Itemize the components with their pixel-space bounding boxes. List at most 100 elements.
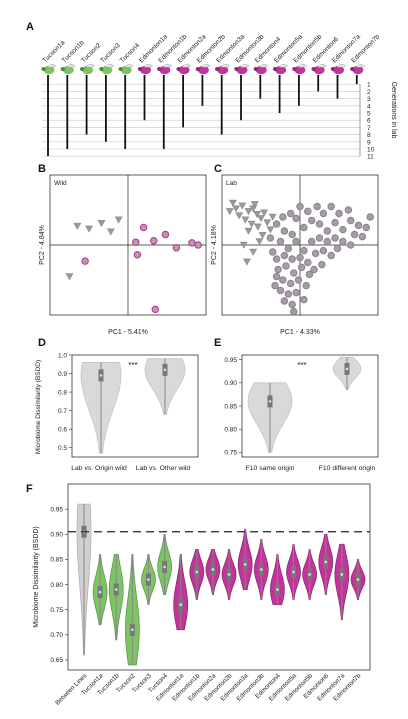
generation-tick-label: 10 [367, 147, 375, 154]
circle-point [307, 216, 316, 225]
circle-point [327, 251, 335, 260]
circle-point [319, 209, 328, 218]
circle-point [310, 265, 318, 274]
circle-point [323, 227, 332, 235]
circle-point [331, 218, 339, 227]
circle-point [132, 238, 140, 246]
circle-point [286, 279, 295, 288]
circle-point [300, 295, 308, 304]
circle-point [133, 251, 142, 259]
circle-point [346, 241, 355, 249]
panel-a-generations: 1234567891011Tucson1aTucson1bTucson2Tucs… [41, 33, 382, 161]
fly-wing-icon [200, 64, 211, 68]
panel-d-significance: *** [128, 361, 137, 370]
circle-point [276, 237, 285, 246]
category-label: F10 different origin [319, 465, 376, 472]
panel-e-plot: 0.75 0.80 0.85 0.90 0.95 F10 same origin F10 d… [224, 356, 376, 472]
generation-tick-label: 9 [367, 139, 371, 146]
panel-b-tag: Wild [54, 180, 67, 187]
circle-point [296, 253, 304, 262]
triangle-point [241, 216, 250, 224]
circle-point [272, 220, 281, 228]
circle-point [307, 237, 316, 246]
violin-median [308, 573, 311, 576]
circle-point [279, 213, 287, 221]
fly-head-icon [60, 67, 65, 71]
circle-point [297, 263, 306, 272]
fly-wing-icon [65, 64, 76, 68]
generation-tick-label: 8 [367, 132, 371, 139]
panel-letter-d: D [38, 337, 46, 349]
circle-point [339, 225, 347, 234]
y-tick-label: 0.6 [58, 426, 67, 433]
circle-point [172, 244, 181, 252]
circle-point [315, 220, 324, 228]
generation-tick-label: 6 [367, 118, 371, 125]
fly-wing-icon [220, 64, 231, 68]
fly-icon [313, 65, 325, 75]
generation-tick-label: 11 [367, 154, 374, 161]
circle-point [139, 223, 148, 232]
panel-letter-e: E [214, 337, 221, 349]
circle-point [280, 297, 289, 305]
circle-point [274, 265, 282, 274]
circle-point [302, 281, 310, 290]
violin-median [345, 367, 349, 371]
circle-point [292, 237, 300, 246]
circle-point [282, 262, 290, 270]
y-tick-label: 0.85 [50, 557, 63, 564]
y-tick-label: 0.9 [58, 371, 67, 378]
line-name-label: Tucson4 [119, 42, 142, 65]
y-tick-label: 0.85 [224, 403, 237, 410]
circle-point [346, 216, 355, 225]
circle-point [354, 221, 363, 230]
panel-b-points [50, 175, 206, 315]
triangle-point [228, 199, 237, 207]
circle-point [268, 248, 277, 256]
fly-wing-icon [297, 64, 308, 68]
triangle-point [65, 273, 74, 281]
circle-point [366, 213, 374, 221]
generation-tick-label: 4 [367, 103, 371, 110]
circle-point [194, 241, 202, 249]
triangle-point [73, 222, 82, 230]
fly-icon [217, 65, 229, 75]
y-tick-label: 0.95 [50, 506, 63, 513]
circle-point [327, 202, 335, 211]
panel-f-violins: Microbiome Dissimilarity (BSDD) 0.65 0.70… [33, 483, 371, 707]
generations-axis-label: Generations in lab [390, 82, 397, 139]
circle-point [331, 234, 339, 242]
fly-wing-icon [355, 64, 366, 68]
y-tick-label: 1.0 [58, 352, 67, 359]
triangle-point [266, 226, 275, 234]
y-tick-label: 0.90 [50, 532, 63, 539]
fly-wing-icon [239, 64, 250, 68]
circle-point [284, 290, 293, 298]
circle-point [286, 209, 295, 218]
fly-wing-icon [85, 64, 95, 68]
circle-point [276, 286, 285, 295]
y-tick-label: 0.80 [224, 426, 237, 433]
fly-icon [352, 65, 364, 75]
circle-point [350, 230, 359, 239]
fly-icon [236, 65, 248, 75]
violin-median [211, 568, 215, 571]
fly-icon [120, 65, 132, 75]
fly-head-icon [41, 67, 46, 71]
triangle-point [244, 227, 253, 235]
violin-median [99, 374, 103, 377]
fly-icon [333, 65, 344, 75]
fly-head-icon [234, 67, 239, 71]
circle-point [272, 255, 281, 263]
panel-f-ylabel: Microbiome Dissimilarity (BSDD) [33, 526, 40, 628]
y-tick-label: 0.90 [224, 380, 237, 387]
fly-wing-icon [123, 64, 134, 68]
y-tick-label: 0.95 [224, 357, 237, 364]
circle-point [292, 214, 300, 223]
circle-point [292, 288, 300, 297]
circle-point [284, 244, 293, 253]
fly-head-icon [292, 67, 297, 71]
circle-point [335, 209, 343, 218]
fly-wing-icon [181, 64, 192, 68]
